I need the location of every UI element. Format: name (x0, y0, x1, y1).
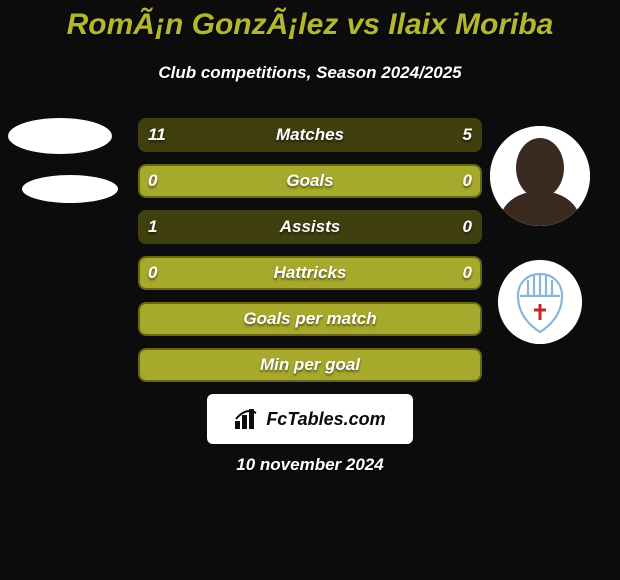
fctables-logo: FcTables.com (207, 394, 413, 444)
celta-crest-icon (498, 260, 582, 344)
logo-text: FcTables.com (266, 409, 385, 430)
avatar-placeholder-icon (490, 126, 590, 226)
stat-value-left: 11 (148, 118, 166, 152)
stat-label: Min per goal (138, 348, 482, 382)
stat-row: Hattricks0 0 (138, 256, 482, 290)
stat-label: Goals per match (138, 302, 482, 336)
stat-row: Matches11 5 (138, 118, 482, 152)
stat-label: Goals (138, 164, 482, 198)
stat-label: Assists (138, 210, 482, 244)
stat-value-right: 0 (463, 210, 472, 244)
player-right-club-logo (498, 260, 582, 344)
stat-value-left: 0 (148, 164, 157, 198)
stat-row: Min per goal (138, 348, 482, 382)
bars-icon (234, 409, 260, 429)
stats-container: Matches115Goals00Assists10Hattricks00Goa… (138, 118, 482, 394)
comparison-title: RomÃ¡n GonzÃ¡lez vs Ilaix Moriba (0, 8, 620, 42)
stat-value-left: 1 (148, 210, 157, 244)
stat-row: Goals per match (138, 302, 482, 336)
stat-value-right: 5 (463, 118, 472, 152)
stat-label: Hattricks (138, 256, 482, 290)
stat-label: Matches (138, 118, 482, 152)
player-right-avatar (490, 126, 590, 226)
subtitle: Club competitions, Season 2024/2025 (0, 63, 620, 83)
stat-value-left: 0 (148, 256, 157, 290)
date-text: 10 november 2024 (0, 455, 620, 475)
stat-value-right: 0 (463, 164, 472, 198)
stat-row: Assists1 0 (138, 210, 482, 244)
stat-value-right: 0 (463, 256, 472, 290)
player-left-club (22, 175, 118, 203)
player-left-avatar (8, 118, 112, 154)
stat-row: Goals0 0 (138, 164, 482, 198)
